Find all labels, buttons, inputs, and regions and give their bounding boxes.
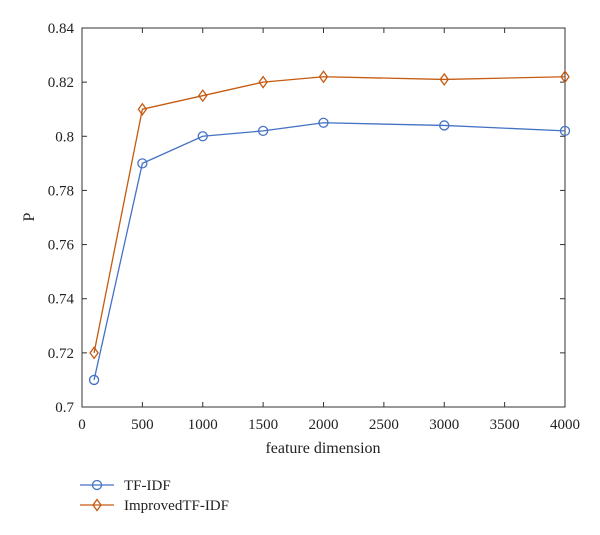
x-tick-label: 4000 (550, 417, 580, 433)
series-1 (88, 117, 571, 386)
x-tick-label: 3500 (490, 417, 520, 433)
legend-label: ImprovedTF-IDF (124, 498, 229, 514)
plot-frame (81, 27, 566, 408)
series-layer (88, 70, 571, 386)
data-point (559, 125, 571, 137)
legend: TF-IDF ImprovedTF-IDF (80, 478, 229, 514)
series-2 (89, 70, 570, 360)
data-point (197, 131, 208, 142)
x-tick-label: 2000 (309, 417, 339, 433)
y-tick-label: 0.78 (48, 183, 74, 199)
legend-item: TF-IDF (80, 478, 171, 494)
y-tick-label: 0.74 (48, 292, 75, 308)
data-point (137, 158, 148, 169)
series-line (93, 76, 566, 353)
y-tick-label: 0.72 (48, 346, 74, 362)
y-tick-label: 0.7 (55, 400, 74, 416)
data-point (89, 346, 99, 360)
x-tick-label: 500 (131, 417, 154, 433)
data-point (258, 75, 268, 89)
y-axis-ticks: 0.7 0.72 0.74 0.76 0.78 0.8 0.82 0.84 (48, 21, 565, 416)
x-tick-label: 3000 (429, 417, 459, 433)
data-point (318, 117, 329, 128)
x-tick-label: 2500 (369, 417, 399, 433)
y-axis-label: P (21, 212, 38, 221)
legend-marker (92, 498, 102, 512)
legend-marker (91, 479, 103, 491)
series-line (93, 122, 566, 381)
data-point (257, 125, 269, 137)
legend-item: ImprovedTF-IDF (80, 498, 229, 514)
y-tick-label: 0.8 (55, 129, 74, 145)
data-point (560, 70, 570, 84)
data-point (318, 70, 329, 84)
x-tick-label: 1000 (188, 417, 218, 433)
x-tick-label: 1500 (248, 417, 278, 433)
data-point (88, 374, 100, 386)
y-tick-label: 0.82 (48, 75, 74, 91)
legend-label: TF-IDF (124, 478, 171, 494)
y-tick-label: 0.76 (48, 238, 75, 254)
x-axis-ticks: 0 500 1000 1500 2000 2500 3000 3500 4000 (78, 28, 580, 433)
data-point (439, 72, 450, 87)
x-axis-label: feature dimension (265, 440, 380, 457)
x-tick-label: 0 (78, 417, 86, 433)
data-point (137, 102, 148, 116)
y-tick-label: 0.84 (48, 21, 75, 37)
data-point (439, 120, 450, 131)
data-point (197, 89, 208, 103)
